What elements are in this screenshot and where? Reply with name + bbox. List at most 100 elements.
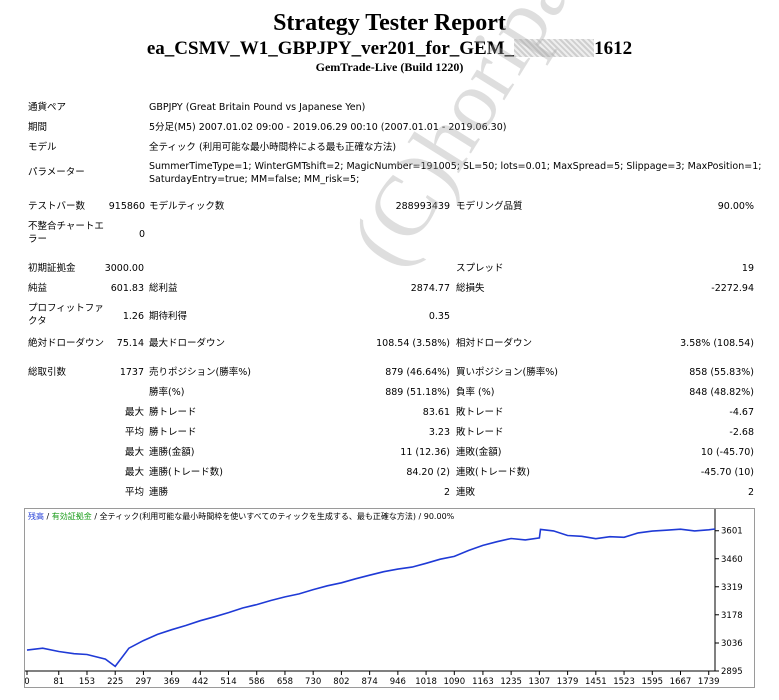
- y-tick-label: 3601: [721, 527, 743, 537]
- symbol-value: GBPJPY (Great Britain Pound vs Japanese …: [149, 102, 366, 113]
- x-tick-label: 802: [333, 677, 349, 687]
- avg-label-2: 平均: [124, 487, 144, 498]
- chart-legend: 残高 / 有効証拠金 / 全ティック(利用可能な最小時間枠を使いすべてのティック…: [28, 511, 454, 522]
- max-dd-label: 最大ドローダウン: [149, 338, 226, 349]
- gross-loss-value: -2272.94: [711, 283, 754, 294]
- x-tick-label: 946: [390, 677, 406, 687]
- profit-factor-value: 1.26: [122, 311, 144, 322]
- ea-name-suffix: 1612: [594, 38, 633, 59]
- y-tick-label: 3319: [721, 583, 743, 593]
- period-label: 期間: [28, 122, 48, 133]
- x-tick-label: 1307: [529, 677, 551, 687]
- net-profit-label: 純益: [28, 283, 48, 294]
- y-tick-label: 3178: [721, 611, 743, 621]
- balance-chart-svg: 2895 3036 3178 3319 3460 3601 0 81 153 225 297 369 4…: [25, 509, 743, 687]
- mismatch-value: 0: [138, 229, 145, 240]
- rel-dd-value: 3.58% (108.54): [680, 338, 754, 349]
- x-tick-label: 369: [164, 677, 180, 687]
- abs-dd-label: 絶対ドローダウン: [28, 338, 105, 349]
- expected-payoff-value: 0.35: [428, 311, 450, 322]
- avg-loss-value: -2.68: [729, 427, 754, 438]
- short-positions-value: 879 (46.64%): [385, 367, 450, 378]
- legend-balance: 残高: [28, 512, 44, 521]
- max-win-value: 83.61: [422, 407, 450, 418]
- balance-chart: 2895 3036 3178 3319 3460 3601 0 81 153 225 297 369 4…: [24, 508, 755, 688]
- win-rate-value: 889 (51.18%): [385, 387, 450, 398]
- x-tick-label: 514: [220, 677, 236, 687]
- expected-payoff-label: 期待利得: [149, 311, 188, 322]
- legend-model: 全ティック(利用可能な最小時間枠を使いすべてのティックを生成する、最も正確な方法…: [99, 512, 416, 521]
- x-tick-label: 225: [107, 677, 123, 687]
- period-value: 5分足(M5) 2007.01.02 09:00 - 2019.06.29 00…: [149, 122, 507, 133]
- quality-value: 90.00%: [717, 201, 754, 212]
- spread-value: 19: [741, 263, 754, 274]
- max-dd-value: 108.54 (3.58%): [376, 338, 450, 349]
- total-trades-label: 総取引数: [28, 367, 67, 378]
- x-tick-label: 1090: [443, 677, 465, 687]
- x-tick-label: 1163: [472, 677, 494, 687]
- y-tick-label: 3460: [721, 555, 743, 565]
- x-tick-label: 1018: [415, 677, 437, 687]
- deposit-label: 初期証拠金: [28, 263, 76, 274]
- x-tick-label: 0: [25, 677, 30, 687]
- x-tick-label: 1595: [641, 677, 663, 687]
- legend-separator: /: [91, 512, 100, 521]
- x-tick-label: 586: [249, 677, 265, 687]
- gross-profit-value: 2874.77: [410, 283, 450, 294]
- server-build: GemTrade-Live (Build 1220): [315, 60, 464, 74]
- max-win-label: 勝トレード: [149, 407, 197, 418]
- mismatch-label: 不整合チャートエラー: [28, 221, 104, 245]
- long-positions-value: 858 (55.83%): [689, 367, 754, 378]
- x-tick-label: 1523: [613, 677, 635, 687]
- loss-rate-label: 負率 (%): [456, 387, 495, 398]
- x-tick-label: 297: [135, 677, 151, 687]
- avg-cons-loss-value: 2: [747, 487, 754, 498]
- cons-win-count-value: 84.20 (2): [406, 467, 450, 478]
- x-tick-label: 1235: [500, 677, 522, 687]
- cons-win-money-label: 連勝(金額): [149, 447, 195, 458]
- cons-loss-money-label: 連敗(金額): [456, 447, 502, 458]
- cons-loss-money-value: 10 (-45.70): [700, 447, 754, 458]
- params-label: パラメーター: [28, 167, 85, 178]
- avg-cons-win-label: 連勝: [149, 487, 169, 498]
- avg-cons-win-value: 2: [443, 487, 450, 498]
- avg-loss-label: 敗トレード: [456, 427, 504, 438]
- legend-quality: 90.00%: [423, 512, 455, 521]
- cons-win-count-label: 連勝(トレード数): [149, 467, 223, 478]
- gross-loss-label: 総損失: [456, 283, 485, 294]
- avg-win-value: 3.23: [428, 427, 450, 438]
- y-tick-label: 2895: [721, 667, 743, 677]
- legend-separator: /: [44, 512, 52, 521]
- net-profit-value: 601.83: [110, 283, 144, 294]
- max-loss-value: -4.67: [729, 407, 754, 418]
- params-value-line1: SummerTimeType=1; WinterGMTshift=2; Magi…: [149, 161, 762, 172]
- max-label-2: 最大: [124, 447, 144, 458]
- avg-win-label: 勝トレード: [149, 427, 197, 438]
- loss-rate-value: 848 (48.82%): [689, 387, 754, 398]
- spread-label: スプレッド: [456, 263, 504, 274]
- model-value: 全ティック (利用可能な最小時間枠による最も正確な方法): [149, 142, 397, 153]
- max-label: 最大: [124, 407, 144, 418]
- legend-separator: /: [415, 512, 424, 521]
- redacted-block: [514, 39, 595, 57]
- abs-dd-value: 75.14: [116, 338, 144, 349]
- x-tick-label: 442: [192, 677, 208, 687]
- short-positions-label: 売りポジション(勝率%): [149, 367, 251, 378]
- total-trades-value: 1737: [119, 367, 144, 378]
- x-tick-label: 874: [362, 677, 378, 687]
- long-positions-label: 買いポジション(勝率%): [456, 367, 558, 378]
- x-tick-label: 1739: [698, 677, 720, 687]
- avg-label: 平均: [124, 427, 144, 438]
- ticks-value: 288993439: [395, 201, 450, 212]
- ticks-label: モデルティック数: [149, 201, 225, 212]
- x-tick-label: 1379: [557, 677, 579, 687]
- bars-label: テストバー数: [28, 201, 86, 212]
- x-tick-label: 153: [79, 677, 95, 687]
- cons-win-money-value: 11 (12.36): [400, 447, 450, 458]
- params-value-line2: SaturdayEntry=true; MM=false; MM_risk=5;: [149, 174, 360, 185]
- symbol-label: 通貨ペア: [28, 102, 67, 113]
- rel-dd-label: 相対ドローダウン: [456, 338, 533, 349]
- bars-value: 915860: [108, 201, 145, 212]
- ea-name-prefix: ea_CSMV_W1_GBPJPY_ver201_for_GEM_: [146, 38, 515, 59]
- profit-factor-label: プロフィットファクタ: [28, 303, 104, 327]
